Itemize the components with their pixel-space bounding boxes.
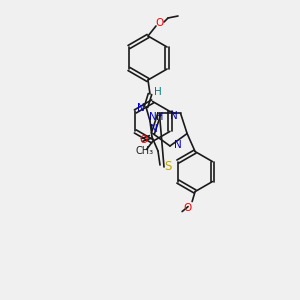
Text: CH₃: CH₃ (136, 146, 154, 156)
Text: O: O (156, 18, 164, 28)
Text: N: N (170, 111, 178, 122)
Text: N: N (174, 140, 182, 150)
Text: N: N (137, 103, 145, 113)
Text: H: H (154, 87, 162, 97)
Text: H: H (156, 112, 164, 122)
Text: O: O (183, 202, 191, 213)
Text: O: O (140, 135, 148, 145)
Text: N: N (149, 112, 157, 122)
Text: N: N (150, 124, 158, 134)
Text: S: S (164, 160, 172, 173)
